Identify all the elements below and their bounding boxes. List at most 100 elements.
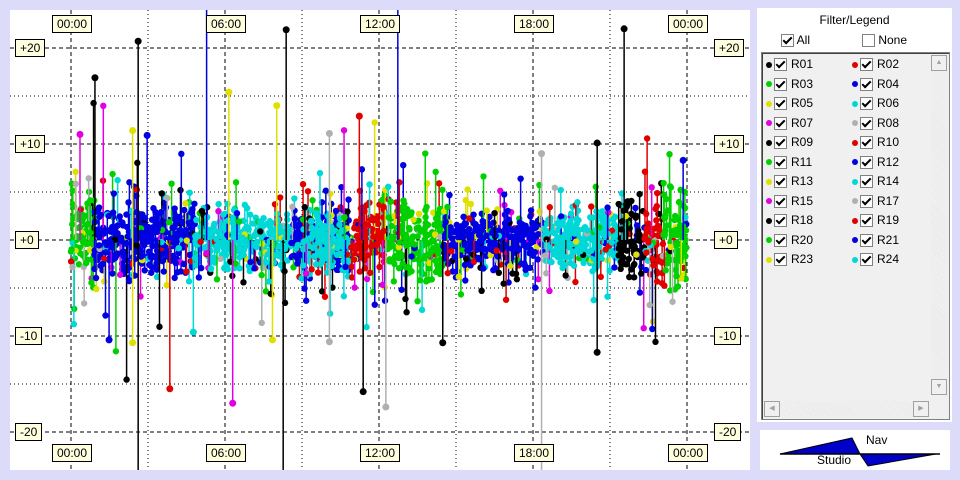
y-tick-label-right: +10 [714,135,745,153]
data-point [415,217,422,224]
legend-item-r23[interactable]: R23 [766,251,813,267]
data-point [176,213,183,221]
legend-item-r19[interactable]: R19 [852,212,899,228]
data-point [181,206,188,214]
series-checkbox[interactable] [774,155,787,169]
series-checkbox[interactable] [860,233,873,247]
series-checkbox[interactable] [774,97,787,111]
data-point [356,242,364,250]
legend-item-r10[interactable]: R10 [852,134,899,150]
data-point [169,224,176,232]
series-label: R20 [791,232,814,247]
all-checkbox-box[interactable] [781,34,794,48]
legend-item-r20[interactable]: R20 [766,232,813,248]
horizontal-scrollbar[interactable]: ◀ ▶ [764,401,929,417]
legend-item-r09[interactable]: R09 [766,134,813,150]
series-checkbox[interactable] [860,136,873,150]
all-checkbox[interactable]: All [781,33,810,48]
series-color-dot [766,120,772,127]
none-checkbox-box[interactable] [862,34,875,48]
series-checkbox[interactable] [860,175,873,189]
series-checkbox[interactable] [774,214,787,228]
series-checkbox[interactable] [860,253,873,267]
series-checkbox[interactable] [860,97,873,111]
series-checkbox[interactable] [774,77,787,91]
legend-item-r05[interactable]: R05 [766,95,813,111]
series-label: R03 [791,76,814,91]
plot-area[interactable] [10,10,750,470]
data-point [411,241,418,248]
series-color-dot [852,61,858,68]
legend-item-r18[interactable]: R18 [766,212,813,228]
data-point [331,237,339,245]
spike-point [268,336,276,344]
data-point [553,248,561,256]
legend-item-r12[interactable]: R12 [852,154,899,170]
data-point [504,207,511,215]
scroll-right-button[interactable]: ▶ [913,401,929,417]
legend-item-r08[interactable]: R08 [852,115,899,131]
series-checkbox[interactable] [774,136,787,150]
data-point [517,175,524,182]
legend-item-r01[interactable]: R01 [766,56,813,72]
legend-item-r06[interactable]: R06 [852,95,899,111]
series-checkbox[interactable] [774,233,787,247]
data-point [395,243,403,251]
data-point [240,251,247,259]
data-point [68,246,75,253]
legend-item-r03[interactable]: R03 [766,76,813,92]
legend-list[interactable]: ▲ ▼ ◀ ▶ R01 R02 R03 R04 R05 R06 R07 R08 R09 R10 R1… [761,52,950,420]
legend-item-r24[interactable]: R24 [852,251,899,267]
series-checkbox[interactable] [860,155,873,169]
data-point [69,201,77,208]
data-point [99,260,106,268]
data-point [323,252,330,259]
vertical-scrollbar[interactable]: ▲ ▼ [931,55,947,395]
series-checkbox[interactable] [860,116,873,130]
data-point [291,195,298,202]
y-tick-label-right: +0 [714,231,738,249]
series-checkbox[interactable] [860,77,873,91]
data-point [643,135,651,142]
chart-panel[interactable]: 00:00 00:00 06:00 06:00 12:00 12:00 18:00 18:00… [10,10,750,470]
series-checkbox[interactable] [774,58,787,72]
spike-point [282,26,290,34]
series-checkbox[interactable] [860,214,873,228]
scroll-left-button[interactable]: ◀ [764,401,780,417]
legend-item-r15[interactable]: R15 [766,193,813,209]
data-point [103,241,110,249]
series-label: R05 [791,96,814,110]
data-point [513,276,521,283]
data-point [250,232,258,240]
filter-legend-panel: Filter/Legend All None ▲ ▼ ◀ ▶ R01 R02 R03… [757,8,952,422]
data-point [220,211,227,218]
data-point [101,255,108,262]
series-checkbox[interactable] [860,58,873,72]
series-checkbox[interactable] [774,116,787,130]
data-point [288,239,295,247]
data-point [543,270,550,277]
legend-item-r13[interactable]: R13 [766,173,813,189]
series-checkbox[interactable] [774,194,787,208]
data-point [215,208,222,215]
legend-item-r07[interactable]: R07 [766,115,813,131]
legend-item-r11[interactable]: R11 [766,154,812,170]
none-checkbox[interactable]: None [862,33,907,48]
legend-item-r17[interactable]: R17 [852,193,899,209]
series-checkbox[interactable] [860,194,873,208]
data-point [677,186,684,194]
spike-point [439,339,447,347]
data-point [134,159,141,167]
scroll-down-button[interactable]: ▼ [931,379,947,395]
scroll-up-button[interactable]: ▲ [931,55,947,71]
data-point [653,202,661,210]
legend-item-r14[interactable]: R14 [852,173,899,189]
series-color-dot [852,217,858,224]
data-point [508,245,516,252]
series-checkbox[interactable] [774,175,787,189]
legend-item-r21[interactable]: R21 [852,232,899,248]
legend-item-r02[interactable]: R02 [852,56,899,72]
data-point [240,246,248,254]
series-checkbox[interactable] [774,253,787,267]
legend-item-r04[interactable]: R04 [852,76,899,92]
